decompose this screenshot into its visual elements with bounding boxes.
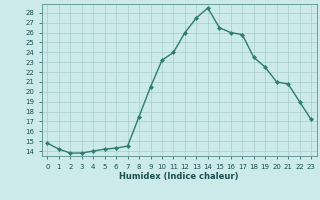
X-axis label: Humidex (Indice chaleur): Humidex (Indice chaleur) [119,172,239,181]
